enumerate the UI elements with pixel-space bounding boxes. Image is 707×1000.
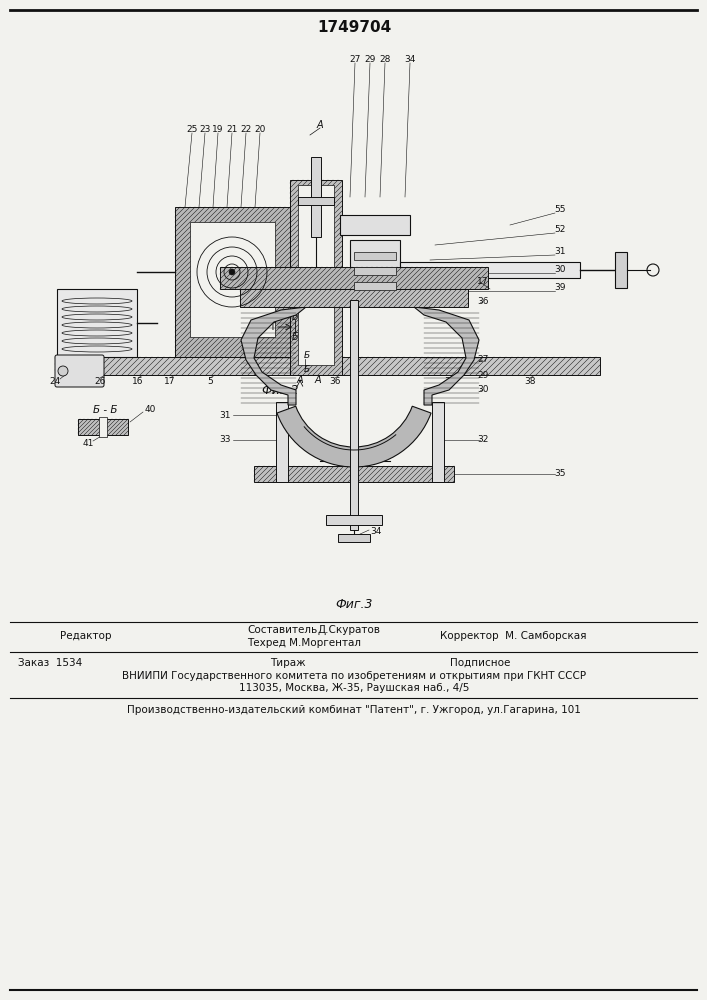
Text: 25: 25: [187, 125, 198, 134]
Text: 20: 20: [255, 125, 266, 134]
Text: Производственно-издательский комбинат "Патент", г. Ужгород, ул.Гагарина, 101: Производственно-издательский комбинат "П…: [127, 705, 581, 715]
Polygon shape: [414, 307, 479, 405]
Bar: [298, 185, 334, 365]
Text: 30: 30: [477, 385, 489, 394]
Text: 23: 23: [199, 125, 211, 134]
Text: 38: 38: [525, 377, 536, 386]
Text: 31: 31: [554, 247, 566, 256]
Bar: [78, 419, 128, 435]
Bar: [400, 262, 580, 278]
Bar: [99, 417, 107, 437]
Text: 27: 27: [349, 55, 361, 64]
Text: Б: Б: [291, 332, 298, 342]
Text: 17: 17: [477, 277, 489, 286]
Text: Корректор  М. Самборская: Корректор М. Самборская: [440, 631, 587, 641]
Text: 31: 31: [219, 410, 230, 420]
Text: A: A: [297, 375, 303, 385]
Text: 37: 37: [444, 377, 456, 386]
Text: Б - Б: Б - Б: [93, 405, 117, 415]
Bar: [354, 267, 396, 275]
Text: 39: 39: [554, 284, 566, 292]
Text: 36: 36: [477, 298, 489, 306]
Text: 26: 26: [94, 377, 105, 386]
Text: 29: 29: [477, 370, 489, 379]
Text: 19: 19: [212, 125, 223, 134]
Bar: [615, 252, 627, 288]
Text: Техред М.Моргентал: Техред М.Моргентал: [247, 638, 361, 648]
Bar: [290, 180, 342, 375]
Bar: [354, 252, 396, 260]
Text: 41: 41: [82, 438, 94, 448]
Text: 21: 21: [226, 125, 238, 134]
Text: Б: Б: [304, 352, 310, 360]
Text: Тираж: Тираж: [270, 658, 305, 668]
Bar: [311, 157, 321, 237]
Text: Б: Б: [291, 312, 298, 322]
Text: 17: 17: [164, 377, 176, 386]
Bar: [432, 402, 444, 482]
Text: 28: 28: [380, 55, 391, 64]
Text: Б: Б: [304, 365, 310, 374]
Text: Составитель: Составитель: [247, 625, 317, 635]
Text: 1749704: 1749704: [317, 20, 391, 35]
Text: 40: 40: [144, 406, 156, 414]
Bar: [57, 289, 137, 357]
Bar: [276, 402, 288, 482]
Bar: [340, 215, 410, 235]
Text: 34: 34: [370, 528, 382, 536]
Text: Подписное: Подписное: [450, 658, 510, 668]
Text: 113035, Москва, Ж-35, Раушская наб., 4/5: 113035, Москва, Ж-35, Раушская наб., 4/5: [239, 683, 469, 693]
Bar: [175, 207, 290, 357]
Bar: [350, 240, 400, 300]
Text: 29: 29: [364, 55, 375, 64]
Bar: [350, 300, 358, 530]
Bar: [354, 282, 396, 290]
FancyBboxPatch shape: [55, 355, 104, 387]
Text: ВНИИПИ Государственного комитета по изобретениям и открытиям при ГКНТ СССР: ВНИИПИ Государственного комитета по изоб…: [122, 671, 586, 681]
Text: Т: Т: [269, 322, 275, 332]
Bar: [326, 515, 382, 525]
Text: A: A: [315, 375, 321, 385]
Bar: [55, 357, 600, 375]
Text: 30: 30: [554, 265, 566, 274]
Bar: [338, 534, 370, 542]
Circle shape: [229, 269, 235, 275]
Text: 36: 36: [329, 377, 341, 386]
Text: А-А: А-А: [344, 450, 365, 464]
Text: 16: 16: [132, 377, 144, 386]
Text: Заказ  1534: Заказ 1534: [18, 658, 82, 668]
Text: 5: 5: [207, 377, 213, 386]
Wedge shape: [277, 406, 431, 467]
Text: 27: 27: [477, 356, 489, 364]
Text: 34: 34: [404, 55, 416, 64]
Text: 24: 24: [49, 377, 61, 386]
Text: Фиг.2: Фиг.2: [262, 383, 299, 396]
Bar: [254, 466, 454, 482]
Text: 32: 32: [477, 436, 489, 444]
Bar: [240, 289, 468, 307]
Text: 55: 55: [554, 206, 566, 215]
Text: 52: 52: [554, 226, 566, 234]
Text: Д.Скуратов: Д.Скуратов: [318, 625, 381, 635]
Polygon shape: [241, 307, 306, 405]
Text: Фиг.3: Фиг.3: [335, 598, 373, 611]
Text: 35: 35: [554, 470, 566, 479]
Circle shape: [58, 366, 68, 376]
Text: Редактор: Редактор: [60, 631, 112, 641]
Text: 22: 22: [240, 125, 252, 134]
Text: A: A: [317, 120, 323, 130]
Bar: [220, 267, 488, 289]
Bar: [190, 222, 275, 337]
Bar: [298, 197, 334, 205]
Text: 33: 33: [219, 436, 230, 444]
